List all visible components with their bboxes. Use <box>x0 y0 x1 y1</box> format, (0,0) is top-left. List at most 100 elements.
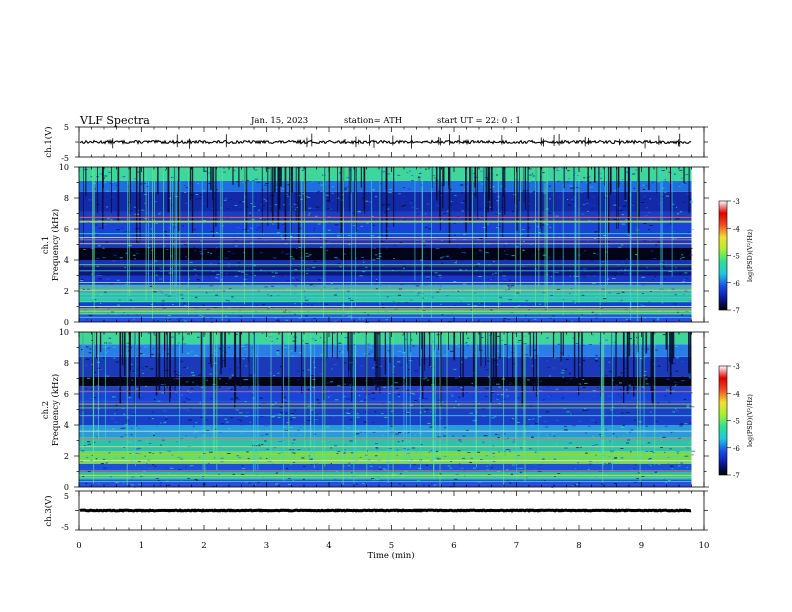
spectrogram-speckle <box>397 174 401 176</box>
spectrogram-speckle <box>124 434 127 436</box>
ch1-waveform-ticks <box>75 126 708 158</box>
spectrogram-speckle <box>386 247 388 249</box>
spectrogram-speckle <box>403 187 405 188</box>
spectrogram-speckle <box>267 272 271 274</box>
spectrogram-speckle <box>379 365 382 367</box>
spectrogram-speckle <box>635 227 638 229</box>
spectrogram-speckle <box>652 278 654 280</box>
spectrogram-speckle <box>200 416 204 418</box>
spectrogram-speckle <box>399 364 403 366</box>
spectrogram-speckle <box>228 459 232 461</box>
spectrogram-speckle <box>691 454 694 456</box>
spectrogram-speckle <box>548 212 552 214</box>
spectrogram-speckle <box>203 453 206 454</box>
spectrogram-speckle <box>370 347 373 349</box>
spectrogram-speckle <box>410 202 413 204</box>
spectrogram-speckle <box>100 239 103 241</box>
spectrogram-speckle <box>99 297 102 299</box>
spectrogram-speckle <box>288 311 292 313</box>
spectrogram-speckle <box>185 397 188 399</box>
spectrogram-speckle <box>123 215 127 217</box>
spectrogram-speckle <box>388 393 391 394</box>
spectrogram-speckle <box>496 383 500 385</box>
spectrogram-speckle <box>160 279 164 281</box>
spectrogram-speckle <box>319 373 323 375</box>
spectrogram-speckle <box>675 357 680 359</box>
spectrogram-speckle <box>417 437 421 439</box>
spectrogram-speckle <box>636 406 638 408</box>
spectrogram-speckle <box>630 429 634 431</box>
spectrogram-speckle <box>546 385 551 387</box>
spectrogram-speckle <box>149 288 153 290</box>
spectrogram-speckle <box>135 411 138 413</box>
spectrogram-speckle <box>495 203 499 205</box>
spectrogram-speckle <box>278 413 282 415</box>
spectrogram-speckle <box>274 272 278 274</box>
spectrogram-speckle <box>197 374 202 376</box>
spectrogram-speckle <box>297 370 300 372</box>
spectrogram-speckle <box>437 353 440 355</box>
spectrogram-speckle <box>428 451 431 453</box>
spectrogram-speckle <box>91 307 94 309</box>
spectrogram-speckle <box>227 387 231 389</box>
spectrogram-speckle <box>657 360 659 362</box>
spectrogram-speckle <box>309 458 313 460</box>
spectrogram-speckle <box>157 480 160 482</box>
freq-tick-label: 4 <box>64 421 69 430</box>
spectrogram-speckle <box>511 474 513 476</box>
spectrogram-speckle <box>87 377 91 379</box>
spectrogram-speckle <box>390 425 393 427</box>
spectrogram-speckle <box>219 348 221 350</box>
spectrogram-speckle <box>676 168 680 170</box>
spectrogram-speckle <box>676 180 680 182</box>
spectrogram-speckle <box>650 465 652 467</box>
spectrogram-speckle <box>176 441 178 443</box>
spectrogram-speckle <box>369 201 373 203</box>
spectrogram-speckle <box>288 349 291 351</box>
spectrogram-speckle <box>530 336 534 338</box>
spectrogram-speckle <box>527 379 530 381</box>
spectrogram-speckle <box>184 185 186 186</box>
spectrogram-speckle <box>509 279 512 281</box>
spectrogram-speckle <box>390 385 393 387</box>
spectrogram-speckle <box>279 406 284 408</box>
spectrogram-speckle <box>473 467 476 469</box>
spectrogram-speckle <box>187 477 191 479</box>
spectrogram-speckle <box>461 457 466 459</box>
spectrogram-speckle <box>368 393 371 395</box>
spectrogram-speckle <box>622 435 626 437</box>
spectrogram-speckle <box>598 470 602 472</box>
spectrogram-speckle <box>622 426 625 428</box>
spectrogram-speckle <box>306 303 309 305</box>
spectrogram-speckle <box>108 342 112 344</box>
spectrogram-speckle <box>242 182 244 184</box>
spectrogram-speckle <box>498 226 501 228</box>
spectrogram-speckle <box>568 170 570 172</box>
spectrogram-speckle <box>356 416 360 418</box>
spectrogram-speckle <box>88 352 92 354</box>
spectrogram-speckle <box>194 306 197 308</box>
spectrogram-speckle <box>657 365 661 367</box>
spectrogram-speckle <box>136 388 140 390</box>
spectrogram-speckle <box>529 379 533 381</box>
spectrogram-speckle <box>402 195 405 197</box>
spectrogram-speckle <box>570 179 572 181</box>
spectrogram-speckle <box>682 281 685 283</box>
spectrogram-speckle <box>441 314 444 316</box>
spectrogram-speckle <box>196 173 200 175</box>
spectrogram-speckle <box>672 306 674 308</box>
spectrogram-speckle <box>290 419 293 421</box>
spectrogram-speckle <box>218 242 220 244</box>
spectrogram-speckle <box>285 412 288 414</box>
spectrogram-speckle <box>503 271 506 273</box>
spectrogram-speckle <box>435 248 440 249</box>
spectrogram-speckle <box>181 267 183 269</box>
spectrogram-speckle <box>311 338 315 340</box>
spectrogram-speckle <box>433 419 436 421</box>
spectrogram-speckle <box>561 353 565 355</box>
spectrogram-speckle <box>437 458 441 460</box>
spectrogram-speckle <box>377 294 381 296</box>
spectrogram-speckle <box>334 364 338 366</box>
spectrogram-speckle <box>653 257 657 259</box>
spectrogram-speckle <box>428 194 432 196</box>
